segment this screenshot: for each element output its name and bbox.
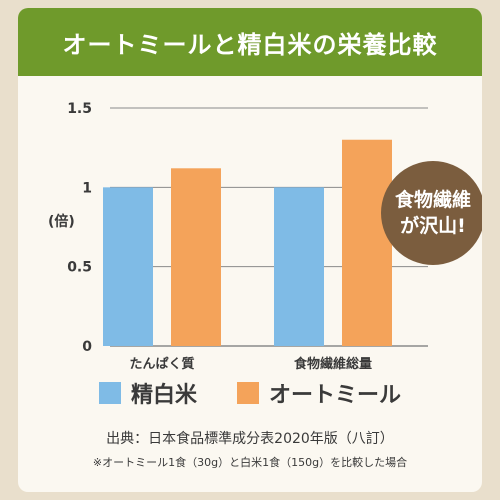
fiber-badge: 食物繊維 が沢山! bbox=[381, 161, 482, 265]
bar-rice-0 bbox=[103, 187, 153, 346]
y-tick-label: 1.5 bbox=[67, 101, 92, 117]
note-text: ※オートミール1食（30g）と白米1食（150g）を比較した場合 bbox=[92, 456, 408, 469]
legend: 精白米 オートミール bbox=[18, 378, 482, 408]
chart-card: オートミールと精白米の栄養比較 0 0.5 1 1.5 たんぱく質 食物繊維総量 (倍) … bbox=[18, 8, 482, 492]
legend-swatch-rice bbox=[98, 382, 121, 404]
legend-item-rice: 精白米 bbox=[98, 377, 197, 409]
legend-swatch-oatmeal bbox=[237, 382, 259, 404]
legend-label-oatmeal: オートミール bbox=[269, 383, 402, 408]
x-tick-label: 食物繊維総量 bbox=[294, 356, 372, 372]
badge-line-2: が沢山! bbox=[400, 215, 466, 237]
x-tick-label: たんぱく質 bbox=[129, 356, 194, 372]
y-tick-label: 0.5 bbox=[67, 260, 92, 276]
y-tick-label: 1 bbox=[82, 180, 92, 196]
source-text: 出典：日本食品標準成分表2020年版（八訂） bbox=[106, 431, 394, 447]
bar-oatmeal-1 bbox=[342, 139, 392, 346]
y-tick-label: 0 bbox=[82, 339, 92, 355]
page-title: オートミールと精白米の栄養比較 bbox=[18, 8, 482, 76]
axis: 0 0.5 1 1.5 たんぱく質 食物繊維総量 bbox=[67, 101, 372, 372]
y-axis-label: (倍) bbox=[48, 213, 75, 230]
bars bbox=[103, 139, 392, 346]
bar-chart: 0 0.5 1 1.5 たんぱく質 食物繊維総量 (倍) bbox=[48, 101, 428, 372]
bar-rice-1 bbox=[274, 187, 324, 346]
badge-line-1: 食物繊維 bbox=[394, 189, 471, 211]
legend-label-rice: 精白米 bbox=[130, 383, 197, 408]
legend-item-oatmeal: オートミール bbox=[237, 377, 401, 409]
bar-oatmeal-0 bbox=[171, 168, 221, 346]
